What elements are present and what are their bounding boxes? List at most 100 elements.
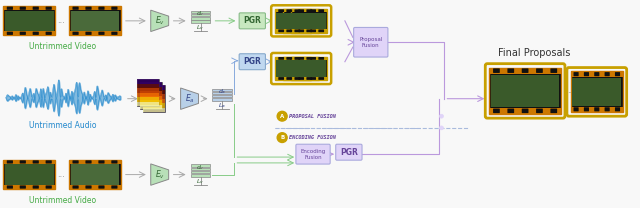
FancyBboxPatch shape xyxy=(278,29,284,32)
FancyBboxPatch shape xyxy=(191,14,211,16)
FancyBboxPatch shape xyxy=(212,98,232,101)
FancyBboxPatch shape xyxy=(489,108,561,114)
FancyBboxPatch shape xyxy=(584,107,589,111)
FancyBboxPatch shape xyxy=(7,160,13,163)
FancyBboxPatch shape xyxy=(140,91,162,96)
FancyBboxPatch shape xyxy=(615,107,620,111)
Text: PROPOSAL FUSION: PROPOSAL FUSION xyxy=(289,114,336,119)
FancyBboxPatch shape xyxy=(294,9,300,12)
FancyBboxPatch shape xyxy=(284,57,319,60)
FancyBboxPatch shape xyxy=(298,77,304,80)
FancyBboxPatch shape xyxy=(275,57,311,80)
FancyBboxPatch shape xyxy=(7,32,13,35)
Text: A: A xyxy=(280,114,284,119)
FancyBboxPatch shape xyxy=(275,29,311,32)
FancyBboxPatch shape xyxy=(310,29,316,32)
FancyBboxPatch shape xyxy=(33,32,39,35)
FancyBboxPatch shape xyxy=(20,185,26,189)
Text: $E_v$: $E_v$ xyxy=(155,15,164,27)
FancyBboxPatch shape xyxy=(522,68,529,73)
FancyBboxPatch shape xyxy=(137,79,159,106)
Text: Encoding
Fusion: Encoding Fusion xyxy=(300,149,326,160)
FancyBboxPatch shape xyxy=(20,32,26,35)
FancyBboxPatch shape xyxy=(69,31,121,35)
FancyBboxPatch shape xyxy=(137,93,159,97)
FancyBboxPatch shape xyxy=(276,60,310,77)
FancyBboxPatch shape xyxy=(239,13,266,29)
FancyBboxPatch shape xyxy=(69,6,121,35)
FancyBboxPatch shape xyxy=(573,72,579,76)
FancyBboxPatch shape xyxy=(302,9,308,12)
FancyBboxPatch shape xyxy=(294,77,300,80)
Circle shape xyxy=(277,111,287,121)
FancyBboxPatch shape xyxy=(7,7,13,10)
FancyBboxPatch shape xyxy=(191,20,211,23)
FancyBboxPatch shape xyxy=(191,17,211,20)
FancyBboxPatch shape xyxy=(212,89,232,91)
FancyBboxPatch shape xyxy=(111,7,118,10)
Text: Proposal
Fusion: Proposal Fusion xyxy=(359,37,383,48)
FancyBboxPatch shape xyxy=(302,77,308,80)
FancyBboxPatch shape xyxy=(3,6,55,35)
FancyBboxPatch shape xyxy=(573,107,579,111)
FancyBboxPatch shape xyxy=(20,7,26,10)
FancyBboxPatch shape xyxy=(291,77,327,80)
Polygon shape xyxy=(151,164,169,185)
FancyBboxPatch shape xyxy=(45,7,52,10)
Text: $E_v$: $E_v$ xyxy=(155,168,164,181)
FancyBboxPatch shape xyxy=(140,82,162,109)
FancyBboxPatch shape xyxy=(191,174,211,177)
Text: ...: ... xyxy=(57,170,65,179)
FancyBboxPatch shape xyxy=(594,72,600,76)
FancyBboxPatch shape xyxy=(143,94,164,99)
Text: PGR: PGR xyxy=(243,16,261,25)
FancyBboxPatch shape xyxy=(284,9,319,12)
FancyBboxPatch shape xyxy=(143,85,164,112)
FancyBboxPatch shape xyxy=(140,82,162,87)
Text: Untrimmed Video: Untrimmed Video xyxy=(29,42,96,51)
FancyBboxPatch shape xyxy=(298,9,304,12)
Polygon shape xyxy=(151,10,169,32)
FancyBboxPatch shape xyxy=(275,9,311,32)
FancyBboxPatch shape xyxy=(291,9,327,32)
FancyBboxPatch shape xyxy=(508,109,514,113)
FancyBboxPatch shape xyxy=(70,164,119,185)
FancyBboxPatch shape xyxy=(85,160,92,163)
FancyBboxPatch shape xyxy=(508,68,514,73)
FancyBboxPatch shape xyxy=(310,77,316,80)
FancyBboxPatch shape xyxy=(571,106,623,112)
FancyBboxPatch shape xyxy=(302,57,308,60)
FancyBboxPatch shape xyxy=(489,68,561,114)
FancyBboxPatch shape xyxy=(536,68,543,73)
FancyBboxPatch shape xyxy=(85,32,92,35)
FancyBboxPatch shape xyxy=(275,57,311,60)
FancyBboxPatch shape xyxy=(489,68,561,74)
FancyBboxPatch shape xyxy=(605,107,610,111)
Text: $d_v$: $d_v$ xyxy=(196,9,205,18)
FancyBboxPatch shape xyxy=(143,85,164,90)
FancyBboxPatch shape xyxy=(294,57,300,60)
Text: $d_a$: $d_a$ xyxy=(218,87,227,96)
FancyBboxPatch shape xyxy=(291,29,327,32)
FancyBboxPatch shape xyxy=(318,9,324,12)
Text: B: B xyxy=(280,135,284,140)
Circle shape xyxy=(440,114,444,118)
FancyBboxPatch shape xyxy=(85,185,92,189)
FancyBboxPatch shape xyxy=(298,29,304,32)
FancyBboxPatch shape xyxy=(292,60,326,77)
Text: ENCODING FUSION: ENCODING FUSION xyxy=(289,135,336,140)
FancyBboxPatch shape xyxy=(137,84,159,88)
FancyBboxPatch shape xyxy=(336,144,362,160)
FancyBboxPatch shape xyxy=(284,60,318,77)
FancyBboxPatch shape xyxy=(284,57,319,80)
Text: $d_v$: $d_v$ xyxy=(196,163,205,172)
FancyBboxPatch shape xyxy=(72,185,79,189)
FancyBboxPatch shape xyxy=(307,9,312,12)
FancyBboxPatch shape xyxy=(69,160,121,189)
FancyBboxPatch shape xyxy=(276,13,310,29)
Text: ...: ... xyxy=(57,16,65,25)
FancyBboxPatch shape xyxy=(140,105,162,109)
FancyBboxPatch shape xyxy=(290,57,296,60)
Text: PGR: PGR xyxy=(340,148,358,157)
FancyBboxPatch shape xyxy=(286,9,292,12)
